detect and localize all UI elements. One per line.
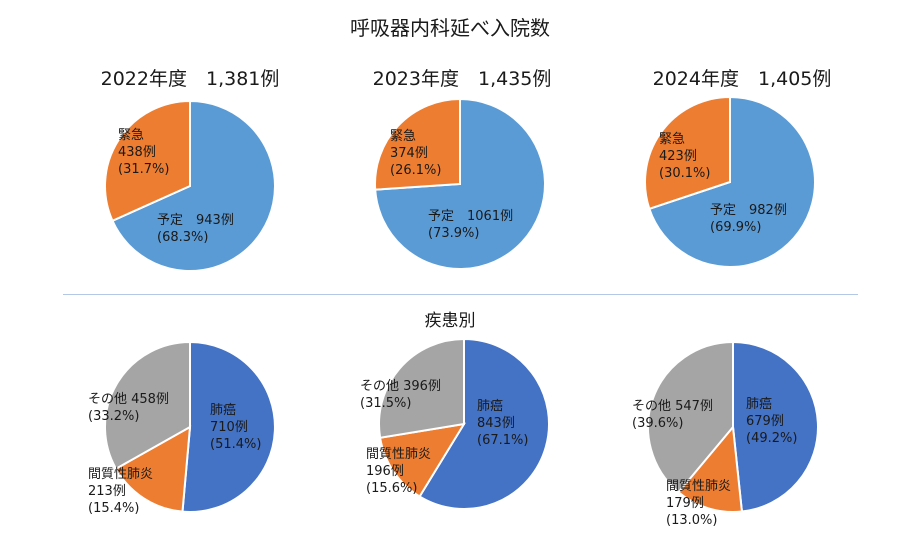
pie-slice-緊急 bbox=[104, 99, 191, 223]
label-2024-haigan: 肺癌 679例 (49.2%) bbox=[746, 397, 798, 446]
pie-slice-その他 bbox=[647, 340, 734, 494]
label-2022-kanshitsu: 間質性肺炎 213例 (15.4%) bbox=[88, 467, 154, 516]
label-2024-kanshitsu: 間質性肺炎 179例 (13.0%) bbox=[666, 479, 732, 528]
label-2023-haigan: 肺癌 843例 (67.1%) bbox=[477, 399, 529, 448]
pie-slice-その他 bbox=[378, 337, 465, 439]
pie-slice-間質性肺炎 bbox=[677, 424, 744, 513]
pie-slice-間質性肺炎 bbox=[114, 425, 192, 513]
label-2022-sonota: その他 458例 (33.2%) bbox=[88, 392, 169, 424]
section-divider bbox=[63, 294, 858, 295]
year-title-2023: 2023年度 1,435例 bbox=[372, 68, 552, 90]
year-title-2024: 2024年度 1,405例 bbox=[652, 68, 832, 90]
label-2022-haigan: 肺癌 710例 (51.4%) bbox=[210, 403, 262, 452]
pie-slice-その他 bbox=[104, 340, 191, 471]
label-2023-yotei: 予定 1061例 (73.9%) bbox=[428, 209, 514, 241]
page-title: 呼吸器内科延べ入院数 bbox=[350, 16, 550, 40]
pie-slice-予定 bbox=[111, 99, 276, 272]
label-2024-sonota: その他 547例 (39.6%) bbox=[632, 399, 713, 431]
label-2024-yotei: 予定 982例 (69.9%) bbox=[710, 203, 787, 235]
label-2023-kanshitsu: 間質性肺炎 196例 (15.6%) bbox=[366, 447, 432, 496]
year-title-2022: 2022年度 1,381例 bbox=[100, 68, 280, 90]
label-2022-yotei: 予定 943例 (68.3%) bbox=[157, 213, 234, 245]
pie-slice-肺癌 bbox=[418, 337, 550, 510]
label-2023-sonota: その他 396例 (31.5%) bbox=[360, 379, 441, 411]
label-2023-kinkyu: 緊急 374例 (26.1%) bbox=[390, 129, 442, 178]
pie-slice-肺癌 bbox=[181, 340, 276, 513]
pie-slice-緊急 bbox=[644, 95, 731, 211]
pie-slice-肺癌 bbox=[732, 340, 819, 513]
label-2022-kinkyu: 緊急 438例 (31.7%) bbox=[118, 128, 170, 177]
section-title: 疾患別 bbox=[424, 311, 476, 331]
pie-slice-間質性肺炎 bbox=[378, 422, 466, 498]
label-2024-kinkyu: 緊急 423例 (30.1%) bbox=[659, 132, 711, 181]
pie-slice-緊急 bbox=[374, 97, 461, 191]
pie-slice-予定 bbox=[648, 95, 816, 268]
